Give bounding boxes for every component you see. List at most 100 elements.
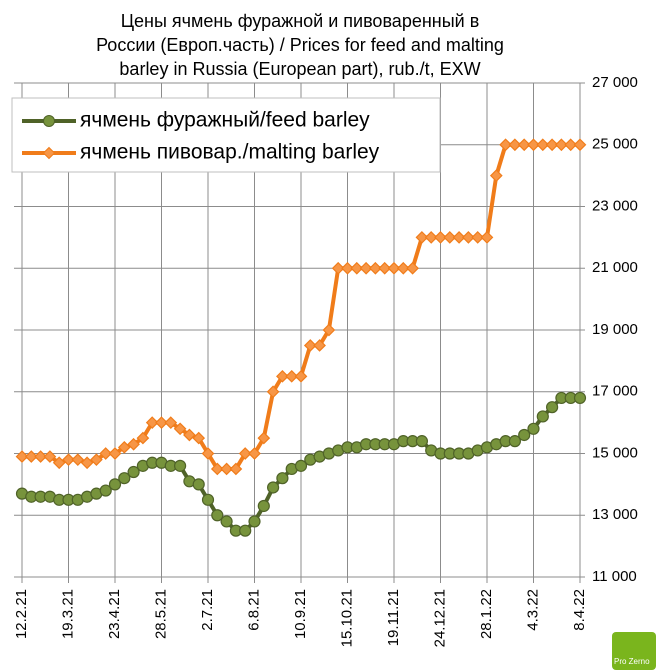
marker [248,447,261,460]
x-tick-label: 15.10.21 [338,589,355,647]
legend-label: ячмень фуражный/feed barley [80,109,370,132]
marker [24,450,38,463]
marker [350,261,364,275]
marker [52,456,66,470]
logo-badge [612,632,656,670]
marker [331,261,345,275]
marker [294,369,308,383]
x-tick-label: 28.5.21 [152,589,169,639]
legend-label: ячмень пивовар./malting barley [80,141,380,164]
marker [183,428,196,442]
y-tick-label: 13 000 [592,506,638,523]
y-tick-label: 25 000 [592,136,638,153]
marker [266,385,280,399]
marker [303,339,317,352]
marker [517,138,531,152]
marker [573,391,587,405]
marker [108,478,122,491]
marker [545,401,559,414]
marker [508,138,522,152]
y-tick-label: 19 000 [592,321,638,338]
marker [536,410,549,423]
marker [424,231,438,244]
marker [220,515,233,528]
x-tick-label: 2.7.21 [199,589,216,631]
marker [415,435,428,448]
marker [155,416,168,429]
marker [434,231,447,244]
marker [267,481,280,494]
marker [527,138,540,152]
marker [489,169,503,182]
marker [43,450,57,463]
legend-marker [43,115,55,127]
marker [527,422,540,435]
y-tick-label: 11 000 [592,568,637,585]
marker [499,138,512,152]
legend: ячмень фуражный/feed barley ячмень пивова… [11,97,441,173]
marker [387,261,401,275]
marker [573,138,587,152]
marker [369,261,382,275]
marker [239,524,252,537]
marker [545,138,559,152]
marker [536,138,550,152]
marker [313,339,326,352]
legend-marker [42,146,56,160]
x-tick-label: 23.4.21 [106,589,123,639]
x-tick-label: 19.11.21 [385,589,402,646]
x-tick-label: 4.3.22 [524,589,541,631]
marker [174,459,187,472]
y-tick-label: 15 000 [592,444,638,461]
marker [341,261,354,275]
y-tick-label: 17 000 [592,383,638,400]
marker [210,462,224,476]
marker [118,472,131,485]
marker [257,431,271,445]
marker [238,447,252,460]
x-tick-label: 28.1.22 [478,589,495,639]
marker [136,431,150,445]
chart-title: barley in Russia (European part), rub./t… [119,59,480,79]
x-tick-label: 24.12.21 [431,589,448,647]
marker [480,231,494,244]
marker [220,462,233,476]
marker [378,261,392,275]
marker [173,422,187,436]
marker [452,231,466,244]
logo-text: Pro Zerno [614,657,650,666]
marker [359,261,373,275]
marker [415,231,429,244]
marker [127,465,140,479]
chart-title: России (Европ.часть) / Prices for feed a… [96,35,504,55]
marker [164,416,178,429]
marker [285,369,299,383]
marker [15,450,29,463]
x-tick-label: 10.9.21 [292,589,309,639]
marker [145,416,159,429]
marker [322,323,336,337]
marker [462,231,475,244]
marker [99,484,112,497]
marker [294,459,308,472]
marker [396,261,410,275]
x-tick-label: 19.3.21 [59,589,76,639]
chart-title: Цены ячмень фуражной и пивоваренный в [121,11,480,31]
marker [127,437,140,451]
marker [192,431,206,445]
marker [257,499,270,513]
marker [99,447,113,460]
marker [276,369,289,383]
marker [406,261,419,275]
x-tick-label: 6.8.21 [245,589,262,631]
x-tick-label: 8.4.22 [571,589,588,631]
marker [276,472,289,485]
marker [201,447,215,460]
marker [80,456,94,470]
marker [108,447,122,460]
marker [471,231,485,244]
marker [34,450,47,463]
y-tick-label: 21 000 [592,259,638,276]
marker [555,138,568,152]
marker [229,462,243,476]
